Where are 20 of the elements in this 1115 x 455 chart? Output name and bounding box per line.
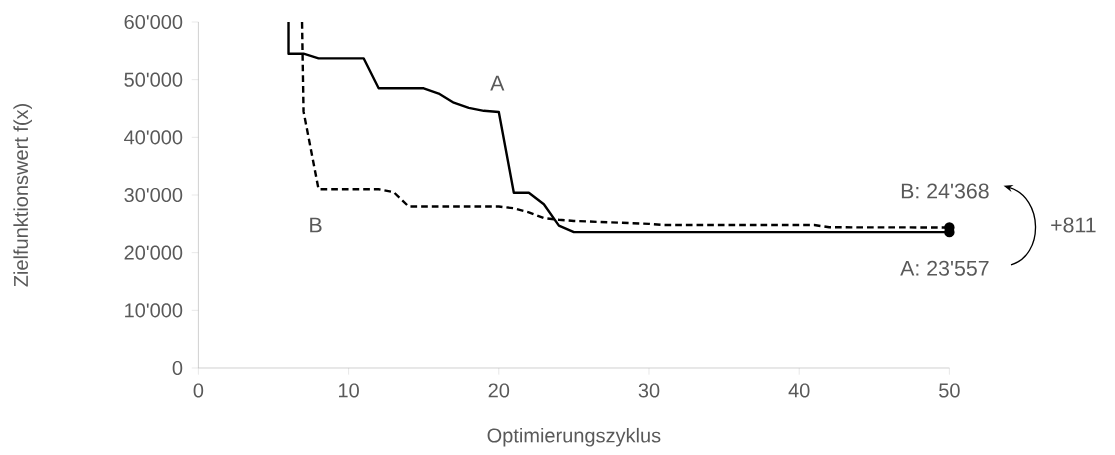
x-tick-label: 50 xyxy=(939,383,960,398)
annotation: B xyxy=(310,217,322,233)
y-tick-label: 60'000 xyxy=(124,14,183,30)
y-axis-title: Zielfunktionswert f(x) xyxy=(13,104,32,287)
annotation: B: 24'368 xyxy=(901,183,989,199)
annotation: A: 23'557 xyxy=(900,260,989,276)
x-axis-title: Optimierungszyklus xyxy=(487,427,661,447)
y-tick-label: 0 xyxy=(172,360,183,376)
y-tick-label: 40'000 xyxy=(124,130,183,145)
x-tick-label: 0 xyxy=(193,383,204,398)
y-tick-label: 20'000 xyxy=(124,245,183,260)
y-tick-label: 30'000 xyxy=(124,187,183,203)
x-tick-label: 20 xyxy=(488,383,510,398)
x-tick-label: 10 xyxy=(339,383,359,398)
x-tick-label: 30 xyxy=(638,383,660,398)
y-tick-label: 50'000 xyxy=(124,72,183,87)
annotation: A xyxy=(490,75,505,91)
y-tick-label: 10'000 xyxy=(125,303,183,318)
text: +811 xyxy=(1051,217,1096,233)
x-tick-label: 40 xyxy=(788,383,810,398)
